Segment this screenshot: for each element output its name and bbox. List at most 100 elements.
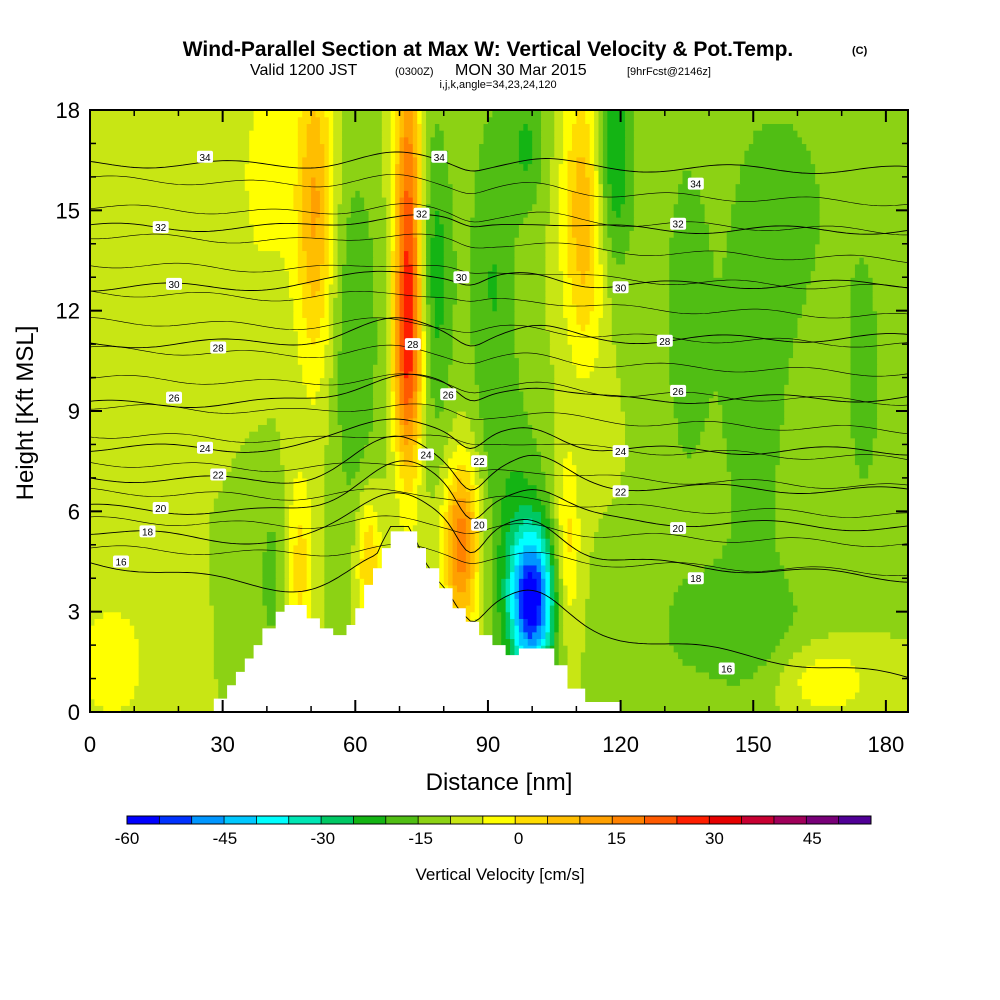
velocity-cell — [426, 417, 454, 425]
velocity-cell — [877, 384, 908, 392]
velocity-cell — [448, 504, 454, 512]
velocity-cell — [868, 270, 908, 278]
velocity-cell — [395, 277, 401, 285]
velocity-cell — [598, 143, 604, 151]
velocity-cell — [311, 223, 317, 231]
velocity-cell — [483, 578, 493, 586]
velocity-cell — [421, 464, 427, 472]
velocity-cell — [412, 397, 418, 405]
velocity-cell — [611, 183, 626, 191]
velocity-cell — [403, 136, 409, 145]
velocity-cell — [403, 176, 414, 185]
velocity-cell — [545, 237, 560, 245]
velocity-cell — [372, 297, 387, 305]
velocity-cell — [594, 538, 728, 546]
velocity-cell — [386, 364, 392, 372]
theta-contour-minor — [90, 433, 908, 460]
velocity-cell — [541, 598, 547, 606]
velocity-cell — [567, 451, 573, 459]
velocity-cell — [90, 183, 246, 191]
velocity-cell — [872, 437, 908, 446]
velocity-cell — [470, 290, 489, 298]
velocity-cell — [395, 210, 401, 218]
velocity-cell — [479, 163, 524, 171]
velocity-cell — [430, 250, 445, 258]
velocity-cell — [439, 324, 454, 332]
velocity-cell — [722, 551, 781, 559]
velocity-cell — [417, 317, 423, 325]
velocity-cell — [319, 377, 330, 385]
velocity-cell — [386, 223, 392, 231]
velocity-cell — [395, 223, 401, 231]
velocity-cell — [302, 203, 312, 211]
velocity-cell — [541, 457, 555, 466]
velocity-cell — [514, 511, 542, 519]
velocity-cell — [877, 390, 908, 399]
velocity-cell — [563, 544, 569, 553]
velocity-cell — [448, 156, 480, 165]
velocity-cell — [598, 203, 604, 211]
velocity-cell — [611, 250, 626, 258]
velocity-cell — [315, 110, 325, 118]
velocity-cell — [872, 444, 908, 452]
velocity-cell — [399, 417, 405, 425]
theta-contours — [90, 151, 908, 678]
velocity-cell — [90, 357, 299, 365]
velocity-cell — [487, 484, 507, 492]
velocity-cell — [518, 611, 524, 619]
velocity-cell — [523, 544, 538, 553]
velocity-cell — [439, 551, 445, 559]
velocity-cell — [249, 217, 299, 225]
velocity-cell — [421, 143, 427, 151]
contour-label: 22 — [474, 457, 486, 468]
colorbar-tick-label: 30 — [705, 829, 724, 848]
velocity-cell — [90, 130, 250, 138]
velocity-cell — [315, 176, 325, 185]
velocity-cell — [505, 491, 538, 499]
velocity-cell — [585, 156, 591, 165]
velocity-cell — [412, 243, 418, 252]
velocity-cell — [280, 457, 325, 466]
velocity-cell — [302, 303, 325, 312]
velocity-cell — [390, 263, 396, 272]
contour-label: 30 — [615, 283, 627, 294]
velocity-cell — [403, 130, 414, 138]
velocity-cell — [426, 257, 432, 265]
velocity-cell — [426, 143, 432, 151]
velocity-cell — [395, 384, 401, 392]
velocity-cell — [474, 598, 480, 606]
terrain-mask — [205, 531, 621, 712]
velocity-cell — [417, 196, 423, 205]
velocity-cell — [253, 237, 299, 245]
velocity-cell — [452, 571, 471, 579]
velocity-cell — [598, 217, 604, 225]
velocity-cell — [258, 243, 299, 252]
velocity-cell — [589, 217, 595, 225]
velocity-cell — [474, 544, 480, 553]
colorbar-tick-label: -15 — [408, 829, 433, 848]
velocity-cell — [421, 390, 427, 399]
velocity-cell — [350, 558, 361, 566]
colorbar-tick-label: -30 — [311, 829, 336, 848]
velocity-cell — [669, 618, 794, 626]
velocity-cell — [443, 130, 485, 138]
velocity-cell — [324, 484, 365, 492]
velocity-cell — [527, 638, 538, 646]
velocity-cell — [399, 257, 405, 265]
velocity-cell — [333, 130, 343, 138]
velocity-cell — [731, 504, 776, 512]
velocity-cell — [545, 243, 560, 252]
velocity-cell — [421, 116, 427, 124]
velocity-cell — [859, 257, 865, 265]
velocity-cell — [395, 297, 401, 305]
velocity-cell — [589, 558, 715, 566]
velocity-cell — [355, 518, 361, 526]
velocity-cell — [390, 250, 396, 258]
velocity-cell — [443, 297, 458, 305]
velocity-cell — [514, 638, 520, 646]
velocity-cell — [576, 243, 591, 252]
velocity-cell — [682, 170, 692, 178]
velocity-cell — [815, 163, 908, 171]
velocity-cell — [90, 457, 233, 466]
velocity-cell — [633, 217, 675, 225]
